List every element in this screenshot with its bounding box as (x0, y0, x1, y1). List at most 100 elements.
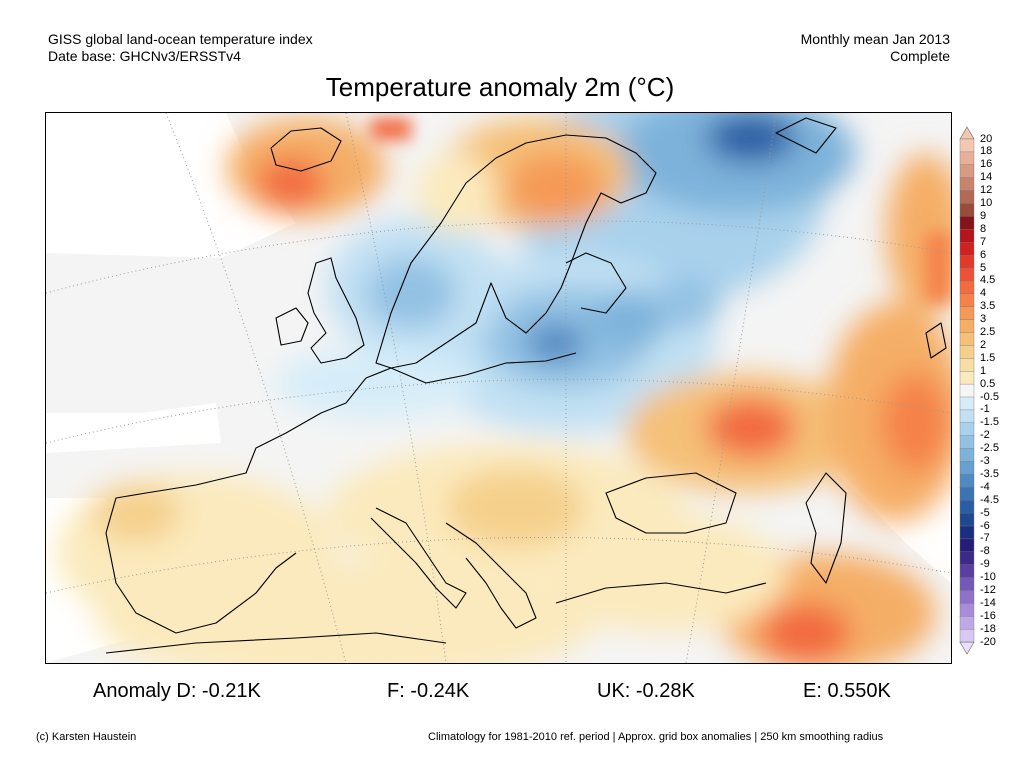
color-scale-swatch (959, 138, 975, 153)
color-scale-tick-label: 14 (980, 171, 993, 184)
color-scale-tick-label: -12 (980, 584, 996, 596)
color-scale-tick-label: 4 (980, 287, 987, 300)
color-scale-tick-label: 3 (980, 313, 987, 326)
scandinavia-coast (375, 134, 657, 369)
header-right: Monthly mean Jan 2013 Complete (801, 31, 950, 65)
color-scale-tick-label: -8 (980, 545, 990, 558)
color-scale-tick-label: 10 (980, 197, 993, 209)
color-scale-tick-label: -3 (980, 455, 990, 467)
color-scale-tick-label: -0.5 (980, 390, 999, 403)
color-scale-tick-label: 6 (980, 248, 987, 261)
color-scale-swatch (959, 616, 975, 630)
color-scale-swatch (959, 216, 975, 230)
color-scale-tick-label: 2 (980, 338, 987, 351)
north-africa-coast (105, 632, 447, 654)
color-scale-swatch (959, 435, 975, 450)
color-scale-swatch (959, 293, 975, 308)
map-area (45, 112, 952, 664)
color-scale-tick-label: 7 (980, 235, 987, 248)
color-scale-swatch (959, 332, 975, 346)
anomaly-europe: E: 0.550K (803, 680, 891, 702)
color-scale-tick-label: 16 (980, 158, 993, 171)
anomaly-map (46, 113, 951, 663)
color-scale-swatch (959, 564, 975, 579)
color-scale-swatch (959, 474, 975, 488)
color-scale-swatch (959, 396, 975, 411)
map-title: Temperature anomaly 2m (°C) (325, 72, 675, 102)
color-scale-swatch (959, 164, 975, 179)
color-scale-tick-label: 8 (980, 222, 987, 235)
color-scale-swatch (959, 409, 975, 424)
color-scale-swatch (959, 448, 975, 463)
no-data-area (46, 403, 221, 453)
color-scale-tick-label: 3.5 (980, 300, 996, 313)
color-scale-tick-label: -20 (980, 635, 996, 648)
color-scale-tick-label: -9 (980, 558, 990, 571)
color-scale-min-arrow (959, 641, 975, 655)
completeness-label: Complete (890, 48, 950, 64)
color-scale-swatch (959, 629, 975, 643)
color-scale-swatch (959, 319, 975, 334)
color-scale-tick-label: -10 (980, 571, 996, 584)
balkan-coast (445, 522, 537, 629)
copyright: (c) Karsten Haustein (36, 731, 137, 743)
ireland-coast (275, 307, 309, 346)
color-scale-tick-label: -4 (980, 480, 990, 493)
western-coast (105, 377, 367, 634)
color-scale-tick-label: 20 (980, 132, 993, 145)
color-scale-tick-label: 0.5 (980, 377, 996, 390)
color-scale-tick-label: 1.5 (980, 351, 996, 364)
color-scale-swatch (959, 267, 975, 282)
color-scale-tick-label: -16 (980, 609, 996, 622)
color-scale-swatch (959, 577, 975, 592)
color-scale-swatch (959, 241, 975, 256)
color-scale-swatch (959, 177, 975, 192)
color-scale-tick-label: -2.5 (980, 442, 999, 455)
color-scale-tick-label: -4.5 (980, 493, 999, 506)
britain-coast (307, 257, 365, 364)
anatolia-coast (555, 582, 767, 604)
italy-coast (370, 507, 467, 609)
anomaly-germany: Anomaly D: -0.21K (93, 680, 261, 702)
color-scale-swatch (959, 512, 975, 527)
dataset-name: GISS global land-ocean temperature index (48, 31, 313, 47)
color-scale-swatch (959, 525, 975, 540)
finland-coast (565, 252, 627, 314)
color-scale-swatch (959, 551, 975, 566)
color-scale-tick-label: 5 (980, 261, 987, 274)
color-scale-swatch (959, 590, 975, 604)
anomaly-uk: UK: -0.28K (597, 680, 695, 702)
color-scale-tick-label: 1 (980, 364, 987, 377)
color-scale-swatch (959, 254, 975, 269)
color-scale-tick-label: -1.5 (980, 416, 999, 429)
color-scale-swatch (959, 151, 975, 166)
color-scale-swatch (959, 358, 975, 372)
color-scale-tick-label: 12 (980, 184, 993, 197)
novaya-zemlya-coast (775, 117, 837, 154)
color-scale-swatch (959, 306, 975, 321)
color-scale-tick-label: -2 (980, 429, 990, 442)
color-scale-tick-label: 4.5 (980, 274, 996, 287)
color-scale-tick-label: -18 (980, 622, 996, 635)
color-scale-tick-label: -6 (980, 519, 990, 532)
north-coast (365, 352, 577, 384)
data-base: Date base: GHCNv3/ERSSTv4 (48, 48, 241, 64)
color-scale-swatch (959, 370, 975, 385)
iceland-coast (270, 127, 342, 172)
color-scale-bar (959, 126, 975, 655)
coastlines (105, 117, 947, 654)
color-scale-swatch (959, 280, 975, 295)
black-sea-coast (605, 472, 737, 534)
color-scale-tick-label: 2.5 (980, 326, 996, 338)
color-scale-swatch (959, 383, 975, 398)
color-scale-swatch (959, 603, 975, 617)
color-scale-swatch (959, 345, 975, 359)
color-scale-swatch (959, 190, 975, 204)
period-label: Monthly mean Jan 2013 (800, 31, 950, 47)
color-scale-tick-label: -7 (980, 532, 990, 545)
island-coast (925, 322, 947, 359)
color-scale-swatch (959, 461, 975, 475)
color-scale-max-arrow (959, 126, 975, 140)
color-scale-tick-label: -5 (980, 506, 990, 519)
color-scale-swatch (959, 203, 975, 217)
